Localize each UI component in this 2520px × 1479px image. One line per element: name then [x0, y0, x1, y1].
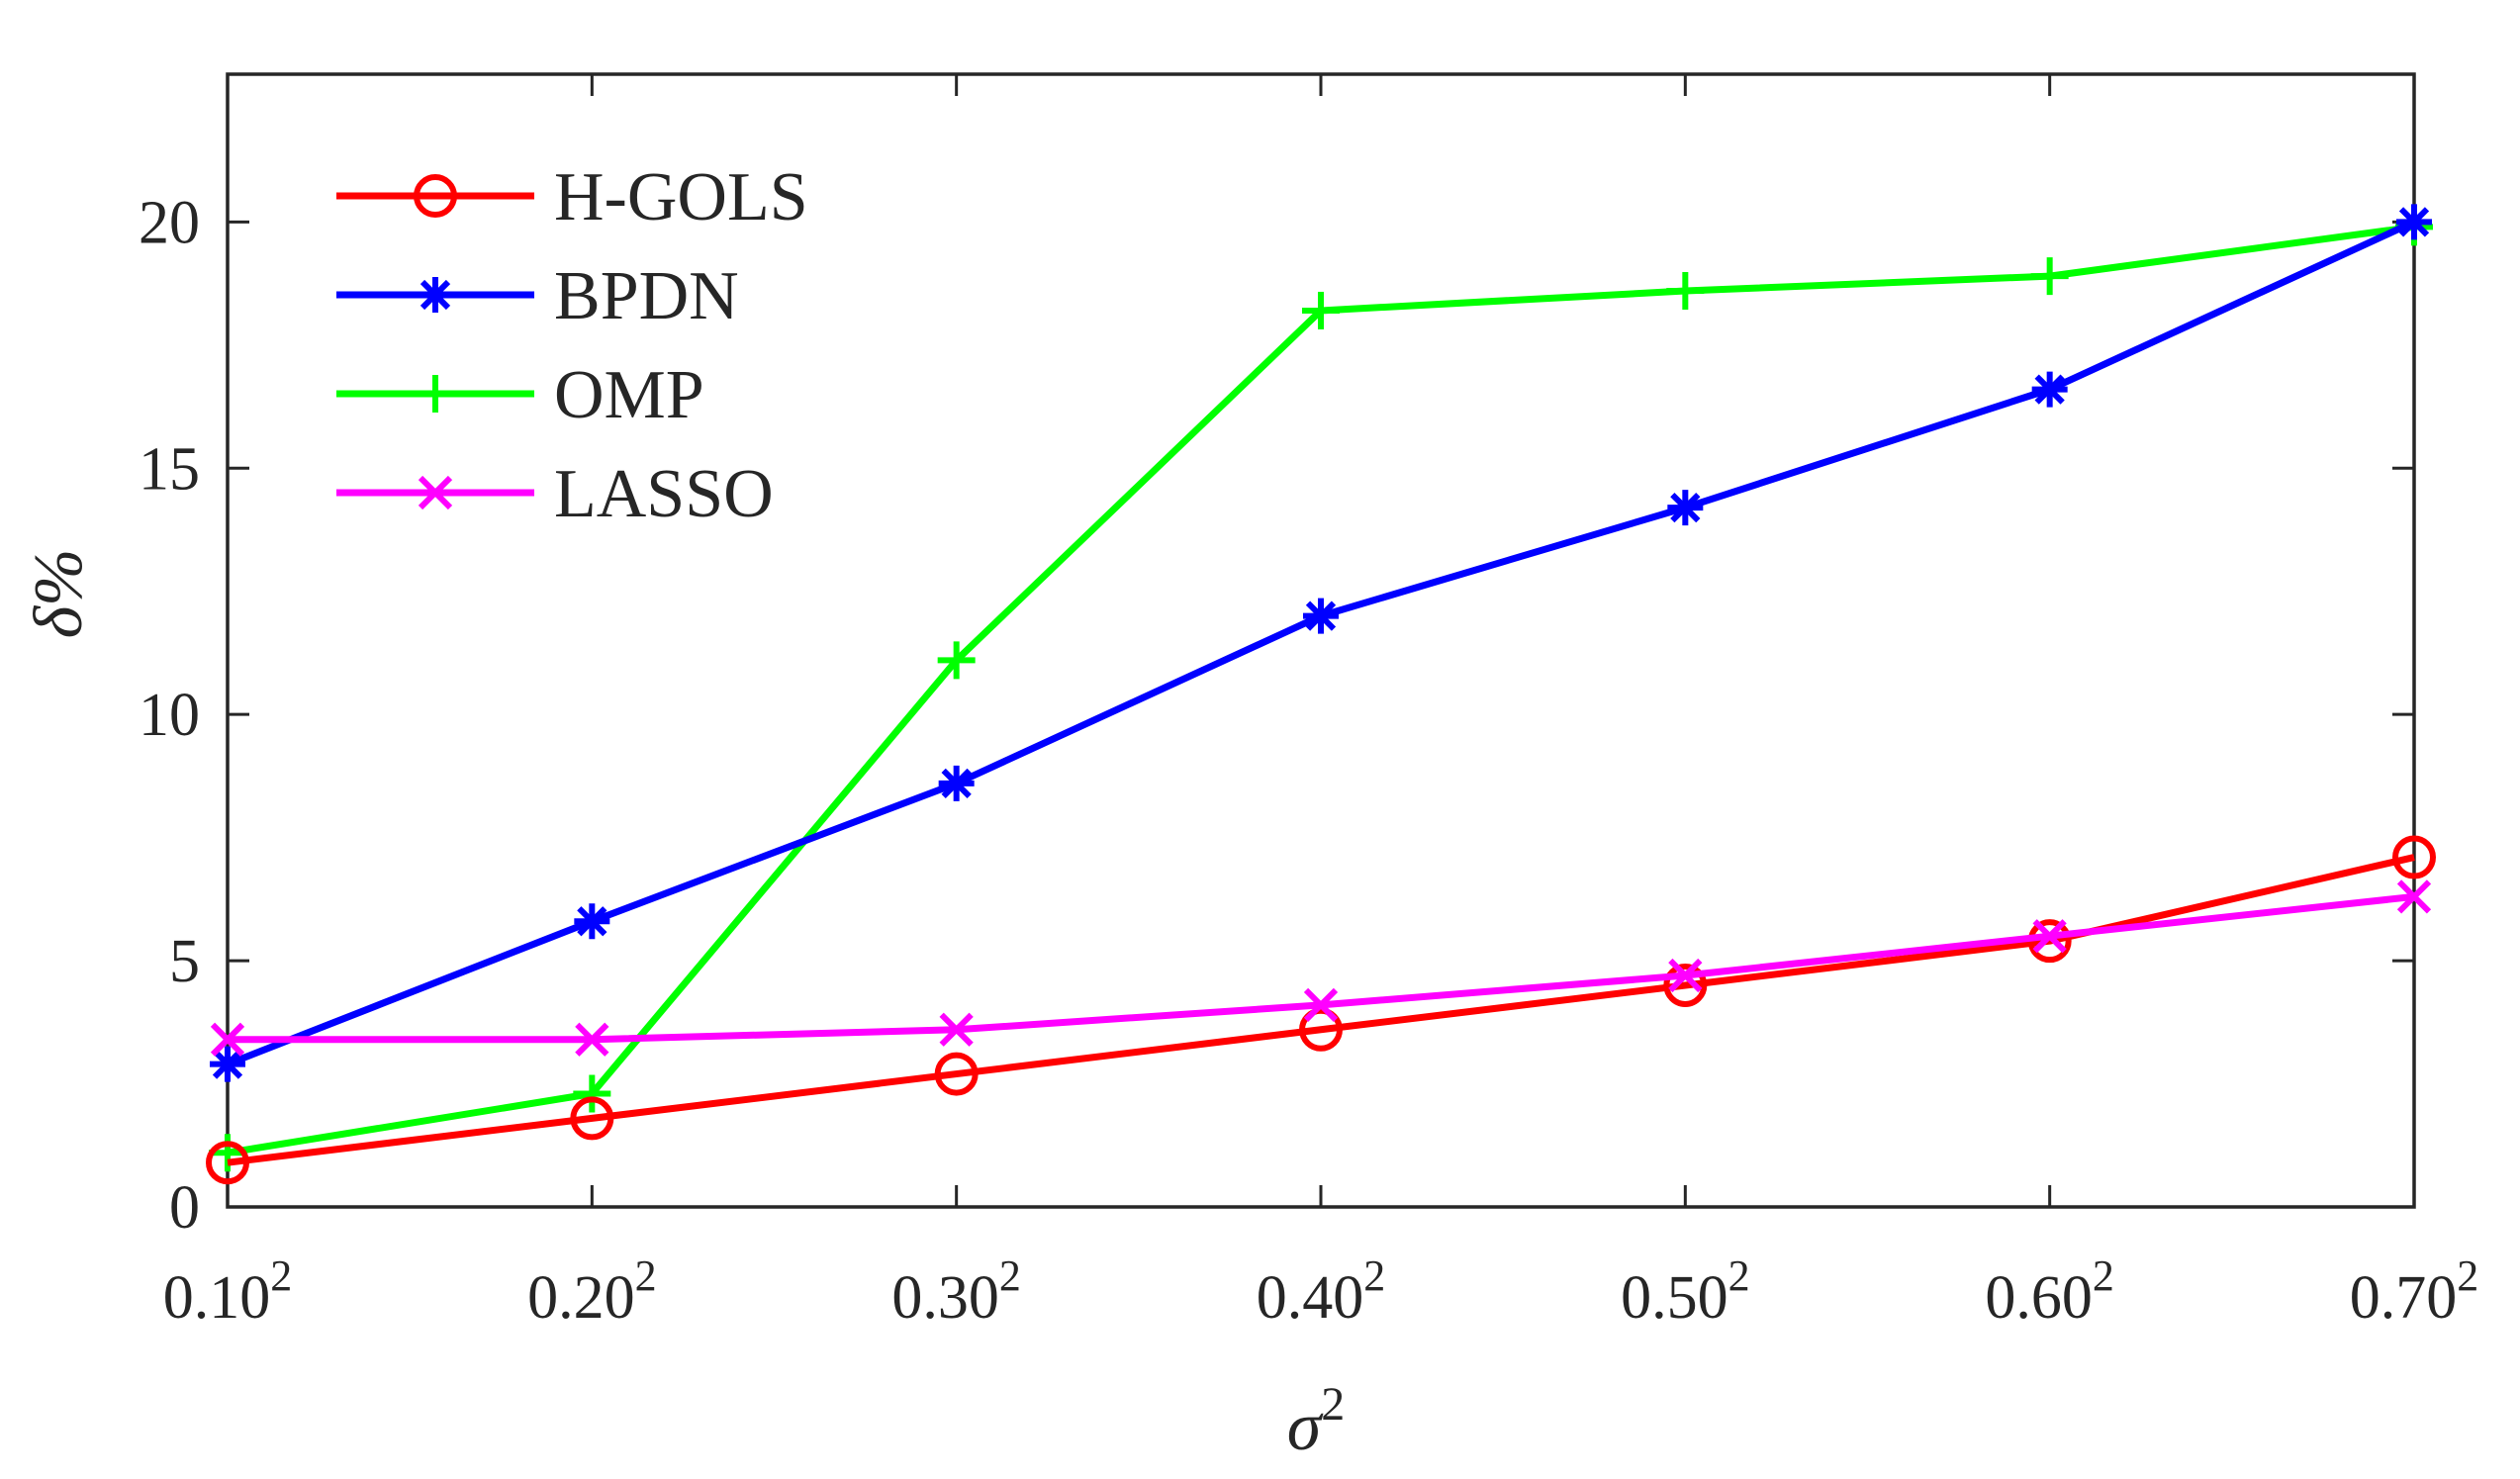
data-point-lasso-b	[939, 1012, 974, 1047]
legend-item-omp: OMP	[336, 357, 704, 433]
data-point-bpdn	[938, 765, 975, 801]
series-layer	[206, 204, 2436, 1185]
x-tick-label-base: 0.50	[1621, 1264, 1728, 1332]
y-tick-label: 20	[139, 189, 200, 256]
x-tick-label: 0.202	[527, 1251, 657, 1332]
x-tick-label-sup: 2	[1363, 1251, 1385, 1300]
data-point-omp	[1666, 272, 1705, 311]
y-tick-label: 10	[139, 682, 200, 749]
series-line-h-gols	[227, 854, 2415, 1166]
data-point-bpdn	[210, 1046, 245, 1082]
series-lasso	[210, 879, 2432, 1057]
data-point-lasso-b	[210, 1022, 245, 1057]
data-point-bpdn-b	[2034, 374, 2065, 405]
data-point-h-gols	[206, 1141, 249, 1185]
data-point-lasso	[1668, 958, 1703, 993]
data-point-bpdn-b	[1670, 492, 1701, 523]
data-point-bpdn	[574, 903, 610, 940]
data-point-bpdn-b	[1305, 601, 1337, 631]
data-point-h-gols	[2392, 835, 2436, 879]
x-tick-label-base: 0.70	[2350, 1264, 2458, 1332]
x-tick-label-base: 0.10	[163, 1264, 271, 1332]
y-axis-label: δ%	[21, 549, 97, 639]
x-tick-label-sup: 2	[2093, 1251, 2114, 1300]
x-axis-label: σ2	[1287, 1378, 1346, 1465]
data-point-omp	[2030, 257, 2069, 296]
legend-marker-bpdn	[418, 277, 453, 313]
legend-item-bpdn: BPDN	[336, 258, 739, 334]
x-tick-label-base: 0.40	[1257, 1264, 1364, 1332]
x-tick-label: 0.502	[1621, 1251, 1750, 1332]
legend-label-lasso: LASSO	[554, 456, 774, 532]
legend-marker-omp	[417, 375, 454, 413]
x-tick-label: 0.402	[1257, 1251, 1386, 1332]
y-tick-label: 15	[139, 435, 200, 503]
data-point-lasso	[2032, 919, 2067, 954]
series-bpdn	[210, 204, 2432, 1082]
y-tick-label: 5	[169, 928, 200, 995]
x-tick-label-sup: 2	[635, 1251, 657, 1300]
data-point-h-gols	[1663, 963, 1708, 1007]
x-tick-label-base: 0.20	[527, 1264, 635, 1332]
data-point-lasso	[2396, 879, 2432, 914]
x-tick-label-sup: 2	[1728, 1251, 1750, 1300]
legend-marker-h-gols	[414, 174, 457, 218]
data-point-lasso	[210, 1022, 245, 1057]
x-axis-label-sup: 2	[1321, 1378, 1345, 1431]
data-point-omp	[1302, 291, 1340, 329]
data-point-lasso-b	[1668, 958, 1703, 993]
data-point-bpdn-b	[2398, 207, 2430, 237]
y-tick-label: 0	[169, 1174, 200, 1242]
x-tick-label-sup: 2	[270, 1251, 292, 1300]
legend: H-GOLS BPDN OMP LASSO	[336, 159, 808, 532]
x-tick-label-sup: 2	[2457, 1251, 2478, 1300]
data-point-lasso-b	[2032, 919, 2067, 954]
legend-marker-lasso-b	[418, 475, 453, 510]
data-point-bpdn	[1667, 490, 1704, 526]
x-tick-label: 0.702	[2350, 1251, 2479, 1332]
legend-marker-bpdn-b	[420, 279, 451, 311]
series-h-gols	[206, 835, 2436, 1185]
x-tick-label: 0.302	[891, 1251, 1021, 1332]
data-point-omp	[573, 1074, 611, 1113]
data-point-lasso	[1303, 987, 1339, 1023]
x-tick-label-base: 0.30	[891, 1264, 999, 1332]
data-point-lasso-b	[2396, 879, 2432, 914]
data-point-lasso	[939, 1012, 974, 1047]
x-tick-label-sup: 2	[999, 1251, 1021, 1300]
legend-label-bpdn: BPDN	[554, 258, 739, 334]
legend-item-lasso: LASSO	[336, 456, 774, 532]
data-point-bpdn-b	[941, 768, 972, 798]
x-tick-label: 0.102	[163, 1251, 293, 1332]
legend-item-h-gols: H-GOLS	[336, 159, 808, 235]
data-point-bpdn	[2396, 204, 2432, 240]
legend-marker-lasso	[418, 475, 453, 510]
x-tick-label-base: 0.60	[1985, 1264, 2093, 1332]
data-point-lasso	[575, 1022, 609, 1057]
data-point-bpdn-b	[577, 906, 607, 937]
legend-label-h-gols: H-GOLS	[554, 159, 808, 235]
data-point-omp	[937, 641, 976, 680]
data-point-lasso-b	[575, 1022, 609, 1057]
data-point-lasso-b	[1303, 987, 1339, 1023]
data-point-h-gols	[1299, 1007, 1343, 1052]
data-point-bpdn	[1303, 598, 1339, 634]
data-point-h-gols	[570, 1096, 614, 1141]
legend-label-omp: OMP	[554, 357, 704, 433]
data-point-h-gols	[934, 1052, 979, 1096]
x-tick-label: 0.602	[1985, 1251, 2114, 1332]
data-point-bpdn-b	[212, 1049, 243, 1079]
data-point-bpdn	[2031, 371, 2068, 408]
x-axis-label-text: σ	[1287, 1389, 1324, 1465]
